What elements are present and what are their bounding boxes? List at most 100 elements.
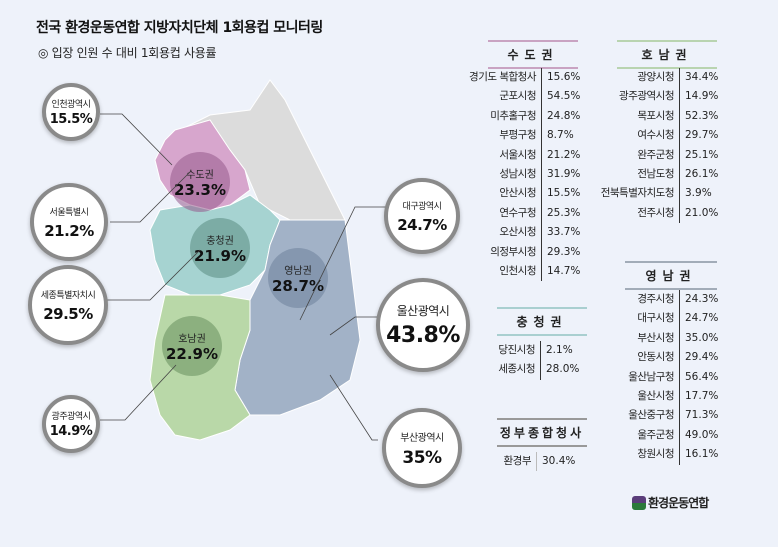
- table-title: 영남권: [625, 261, 717, 290]
- logo-text: 환경운동연합: [648, 496, 709, 510]
- table-cell-value: 24.7%: [685, 312, 719, 325]
- table-cell-value: 35.0%: [685, 331, 719, 344]
- bubble-sejong: 세종특별자치시 29.5%: [28, 265, 108, 345]
- table-cell-value: 29.3%: [547, 245, 581, 258]
- bubble-value: 15.5%: [49, 112, 93, 127]
- table-cell-name: 광주광역시청: [619, 90, 674, 103]
- table-cell-value: 31.9%: [547, 167, 581, 180]
- table-cell-value: 3.9%: [685, 187, 712, 200]
- table-cell-value: 33.7%: [547, 226, 581, 239]
- table-cell-value: 30.4%: [542, 455, 576, 467]
- table-values: 24.3% 24.7% 35.0% 29.4% 56.4% 17.7% 71.3…: [680, 290, 718, 465]
- table-cell-name: 전남도청: [637, 167, 674, 180]
- table-cell-name: 군포시청: [499, 90, 536, 103]
- table-cell-value: 71.3%: [685, 409, 719, 422]
- bubble-seoul: 서울특별시 21.2%: [30, 183, 108, 261]
- table-cell-value: 29.4%: [685, 351, 719, 364]
- bubble-value: 43.8%: [386, 323, 460, 348]
- bubble-ulsan: 울산광역시 43.8%: [376, 278, 470, 372]
- table-cell-value: 21.2%: [547, 148, 581, 161]
- kfem-logo: 환경운동연합: [632, 494, 709, 511]
- bubble-value: 35%: [402, 447, 442, 468]
- table-cell-value: 16.1%: [685, 448, 719, 461]
- bubble-daegu: 대구광역시 24.7%: [384, 178, 460, 254]
- table-cell-name: 경주시청: [637, 293, 674, 305]
- region-value: 28.7%: [271, 276, 325, 295]
- region-value: 22.9%: [165, 344, 219, 363]
- bubble-label: 울산광역시: [396, 304, 450, 318]
- region-label: 영남권: [284, 265, 312, 277]
- bubble-value: 21.2%: [44, 221, 94, 240]
- table-cell-name: 울산시청: [637, 389, 674, 402]
- bubble-label: 부산광역시: [400, 432, 444, 444]
- table-cell-value: 29.7%: [685, 129, 719, 142]
- table-cell-value: 49.0%: [685, 428, 719, 441]
- table-names: 환경부: [497, 452, 537, 472]
- table-cell-name: 목포시청: [637, 109, 674, 122]
- table-cell-value: 25.1%: [685, 148, 719, 161]
- table-cell-value: 54.5%: [547, 90, 581, 103]
- table-cell-value: 24.3%: [685, 293, 719, 305]
- page-title: 전국 환경운동연합 지방자치단체 1회용컵 모니터링: [36, 20, 323, 36]
- table-honam: 호남권: [617, 40, 717, 74]
- table-cell-name: 전북특별자치도청: [600, 187, 675, 200]
- table-cell-value: 28.0%: [546, 363, 580, 376]
- table-government: 정부종합청사 환경부 30.4%: [497, 418, 587, 472]
- table-title: 수도권: [488, 40, 578, 69]
- table-cell-value: 56.4%: [685, 370, 719, 383]
- table-cell-name: 세종시청: [498, 363, 535, 376]
- table-cell-value: 14.7%: [547, 264, 581, 277]
- region-value: 23.3%: [173, 180, 227, 199]
- table-values: 2.1% 28.0%: [541, 341, 579, 380]
- bubble-label: 인천광역시: [51, 100, 91, 110]
- bubble-busan: 부산광역시 35%: [382, 408, 462, 488]
- table-cell-name: 성남시청: [499, 167, 536, 180]
- table-cell-value: 17.7%: [685, 389, 719, 402]
- table-cell-name: 당진시청: [498, 344, 535, 356]
- bubble-gwangju: 광주광역시 14.9%: [42, 395, 100, 453]
- bubble-label: 세종특별자치시: [40, 290, 96, 301]
- table-cell-name: 울주군청: [637, 428, 674, 441]
- table-names: 경기도 복합청사 군포시청 미추홀구청 부평구청 서울시청 성남시청 안산시청 …: [460, 68, 542, 282]
- table-cell-value: 34.4%: [685, 71, 719, 83]
- table-cell-name: 연수구청: [499, 206, 536, 219]
- table-cell-name: 부산시청: [637, 331, 674, 344]
- table-title: 충청권: [497, 307, 587, 336]
- region-value: 21.9%: [193, 246, 247, 265]
- table-cell-value: 8.7%: [547, 129, 574, 142]
- region-label: 충청권: [206, 235, 234, 247]
- table-title: 호남권: [617, 40, 717, 69]
- region-chungcheong: 충청권 21.9%: [190, 218, 250, 278]
- bubble-value: 24.7%: [397, 215, 447, 234]
- region-sudo: 수도권 23.3%: [170, 152, 230, 212]
- table-cell-name: 전주시청: [637, 206, 674, 219]
- table-values: 34.4% 14.9% 52.3% 29.7% 25.1% 26.1% 3.9%…: [680, 68, 718, 223]
- table-cell-name: 창원시청: [637, 448, 674, 461]
- table-cell-name: 완주군청: [637, 148, 674, 161]
- table-cell-value: 15.6%: [547, 71, 581, 83]
- table-cell-name: 오산시청: [499, 226, 536, 239]
- table-cell-name: 대구시청: [637, 312, 674, 325]
- table-cell-name: 서울시청: [499, 148, 536, 161]
- korea-map: [149, 79, 361, 441]
- table-cell-value: 2.1%: [546, 344, 573, 356]
- table-cell-value: 14.9%: [685, 90, 719, 103]
- table-chungcheong: 충청권 당진시청 세종시청 2.1% 28.0%: [497, 307, 587, 380]
- table-cell-name: 인천시청: [499, 264, 536, 277]
- table-names: 광양시청 광주광역시청 목포시청 여수시청 완주군청 전남도청 전북특별자치도청…: [596, 68, 680, 224]
- table-values: 30.4%: [537, 452, 575, 471]
- table-cell-value: 26.1%: [685, 167, 719, 180]
- table-cell-name: 여수시청: [637, 129, 674, 142]
- table-cell-name: 미추홀구청: [490, 109, 536, 122]
- table-yeongnam: 영남권: [625, 261, 717, 295]
- table-sudo-rows: 경기도 복합청사 군포시청 미추홀구청 부평구청 서울시청 성남시청 안산시청 …: [460, 68, 581, 282]
- table-cell-value: 25.3%: [547, 206, 581, 219]
- table-cell-value: 21.0%: [685, 206, 719, 219]
- table-cell-name: 안산시청: [499, 187, 536, 200]
- table-cell-name: 환경부: [503, 455, 532, 467]
- table-cell-name: 의정부시청: [490, 245, 536, 258]
- table-yeongnam-rows: 경주시청 대구시청 부산시청 안동시청 울산남구청 울산시청 울산중구청 울주군…: [602, 290, 718, 465]
- page-subtitle: ◎ 입장 인원 수 대비 1회용컵 사용률: [38, 46, 217, 60]
- table-cell-name: 울산남구청: [628, 370, 674, 383]
- table-cell-value: 24.8%: [547, 109, 581, 122]
